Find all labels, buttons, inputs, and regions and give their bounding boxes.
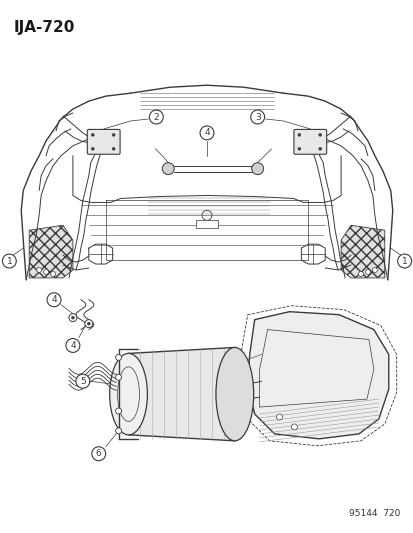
Circle shape [50, 271, 55, 277]
Text: 4: 4 [70, 341, 76, 350]
Ellipse shape [109, 353, 147, 435]
Text: 1: 1 [7, 256, 12, 265]
Polygon shape [340, 225, 384, 278]
Circle shape [199, 126, 214, 140]
Circle shape [69, 314, 77, 321]
Text: 1: 1 [401, 256, 406, 265]
Text: 3: 3 [254, 112, 260, 122]
FancyBboxPatch shape [87, 130, 120, 154]
Circle shape [251, 163, 263, 175]
Text: 2: 2 [153, 112, 159, 122]
Circle shape [115, 428, 121, 434]
Circle shape [92, 447, 105, 461]
Circle shape [115, 408, 121, 414]
Text: 4: 4 [51, 295, 57, 304]
Circle shape [250, 110, 264, 124]
Circle shape [291, 424, 297, 430]
Circle shape [365, 270, 370, 274]
Circle shape [371, 268, 376, 272]
Circle shape [397, 254, 411, 268]
Text: 4: 4 [204, 128, 209, 138]
Circle shape [76, 374, 90, 388]
Circle shape [37, 268, 42, 272]
FancyBboxPatch shape [293, 130, 326, 154]
Circle shape [115, 354, 121, 360]
Text: 5: 5 [80, 377, 85, 386]
Text: 95144  720: 95144 720 [349, 510, 400, 518]
Circle shape [162, 163, 174, 175]
Circle shape [297, 133, 300, 136]
Circle shape [91, 147, 94, 150]
Circle shape [85, 320, 93, 328]
Circle shape [71, 316, 74, 319]
Circle shape [358, 271, 363, 277]
Circle shape [47, 293, 61, 306]
Circle shape [276, 414, 282, 420]
Circle shape [318, 133, 321, 136]
Circle shape [91, 133, 94, 136]
Polygon shape [128, 348, 234, 441]
Polygon shape [29, 225, 73, 278]
Circle shape [115, 374, 121, 380]
Bar [196, 220, 217, 228]
Circle shape [112, 133, 115, 136]
Circle shape [112, 147, 115, 150]
Polygon shape [247, 312, 388, 439]
Text: 6: 6 [96, 449, 101, 458]
Text: IJA-720: IJA-720 [13, 20, 74, 35]
Circle shape [87, 322, 90, 325]
Circle shape [66, 338, 80, 352]
Circle shape [149, 110, 163, 124]
Circle shape [43, 270, 48, 274]
Ellipse shape [216, 348, 253, 441]
Circle shape [297, 147, 300, 150]
Circle shape [318, 147, 321, 150]
Circle shape [2, 254, 16, 268]
